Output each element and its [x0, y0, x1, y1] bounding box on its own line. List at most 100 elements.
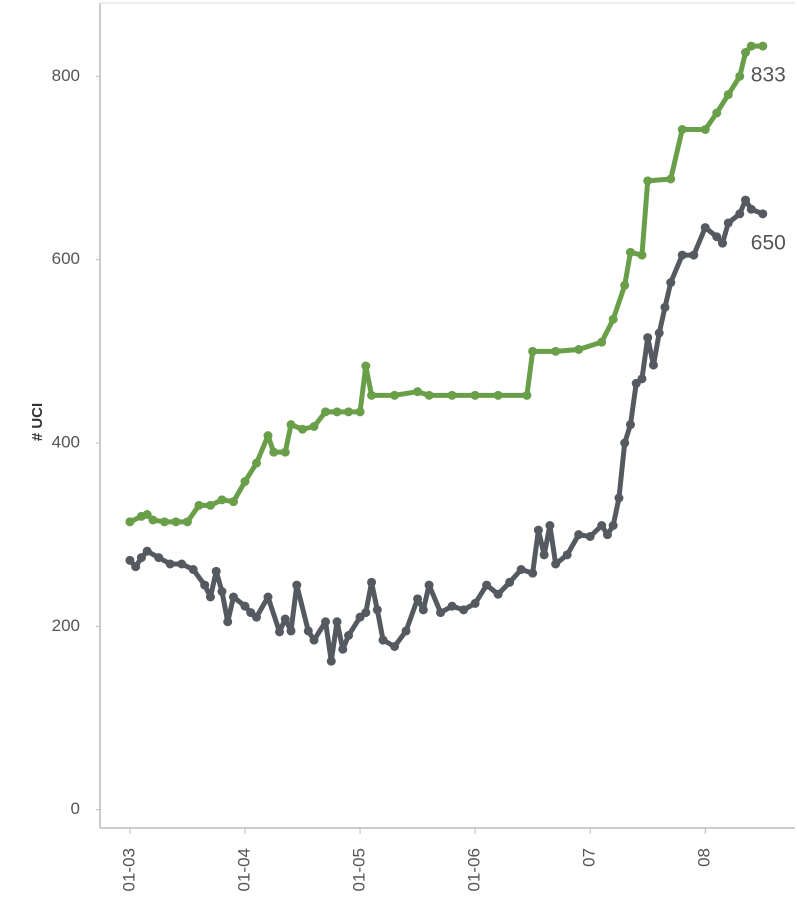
data-point: [608, 314, 618, 324]
data-point: [447, 390, 457, 400]
data-point: [228, 497, 238, 507]
data-point: [505, 577, 515, 587]
data-point: [154, 553, 164, 563]
data-point: [666, 174, 676, 184]
data-point: [539, 550, 549, 560]
x-tick-label: 07: [580, 848, 599, 867]
data-point: [746, 41, 756, 51]
data-point: [700, 125, 710, 134]
data-point: [758, 209, 768, 219]
data-point: [585, 532, 595, 541]
data-point: [240, 601, 250, 611]
y-tick-label: 0: [71, 799, 80, 818]
data-point: [447, 601, 457, 611]
data-point: [355, 407, 365, 417]
data-point: [159, 517, 169, 527]
data-point: [700, 223, 710, 233]
data-point: [367, 577, 377, 587]
data-point: [131, 562, 141, 572]
end-label: 650: [751, 231, 786, 254]
data-point: [378, 635, 388, 645]
data-point: [493, 589, 503, 599]
data-point: [263, 592, 273, 602]
data-point: [516, 565, 526, 574]
data-point: [424, 390, 434, 400]
data-point: [251, 458, 261, 468]
y-axis-label: # UCI: [29, 403, 46, 441]
data-point: [275, 627, 285, 637]
data-point: [482, 580, 492, 590]
x-tick-label: 01-04: [234, 848, 253, 891]
data-point: [332, 407, 342, 417]
data-point: [344, 407, 354, 417]
data-point: [188, 565, 198, 574]
data-point: [361, 608, 371, 618]
data-point: [551, 346, 561, 356]
data-point: [723, 90, 733, 100]
x-tick-label: 01-05: [350, 848, 369, 891]
data-point: [436, 608, 446, 618]
data-point: [574, 345, 584, 354]
data-point: [361, 361, 371, 371]
data-point: [643, 333, 653, 343]
data-point: [269, 447, 279, 457]
data-point: [205, 592, 215, 602]
data-point: [735, 71, 745, 81]
data-point: [177, 559, 187, 569]
data-point: [165, 559, 175, 569]
data-point: [522, 390, 532, 400]
data-point: [677, 125, 687, 134]
data-point: [303, 626, 313, 636]
data-point: [562, 550, 572, 560]
data-point: [298, 424, 308, 434]
data-point: [625, 247, 635, 257]
data-point: [712, 108, 722, 118]
data-point: [741, 48, 751, 57]
data-point: [332, 617, 342, 627]
data-point: [424, 580, 434, 590]
data-point: [367, 390, 377, 400]
data-point: [620, 280, 630, 290]
data-point: [205, 500, 215, 510]
data-point: [660, 302, 670, 312]
data-point: [533, 525, 543, 535]
data-point: [372, 605, 382, 615]
data-point: [125, 555, 135, 565]
data-point: [597, 521, 607, 530]
data-point: [309, 422, 319, 431]
data-point: [240, 477, 250, 486]
data-point: [637, 250, 647, 260]
data-point: [251, 612, 261, 622]
data-point: [620, 438, 630, 448]
data-point: [280, 447, 290, 457]
data-point: [625, 420, 635, 430]
data-point: [643, 176, 653, 186]
data-point: [637, 374, 647, 384]
x-tick-label: 01-03: [119, 848, 138, 891]
data-point: [608, 521, 618, 530]
data-point: [746, 204, 756, 214]
data-point: [551, 559, 561, 569]
data-point: [136, 553, 146, 563]
data-point: [390, 390, 400, 400]
data-point: [344, 631, 354, 640]
data-point: [194, 500, 204, 510]
y-tick-label: 600: [52, 249, 80, 268]
data-point: [758, 41, 768, 51]
data-point: [689, 250, 699, 260]
data-point: [321, 407, 331, 417]
data-point: [741, 195, 751, 205]
data-point: [666, 278, 676, 288]
data-point: [171, 517, 181, 527]
data-point: [326, 656, 336, 666]
data-point: [211, 566, 221, 576]
x-tick-label: 08: [695, 848, 714, 867]
data-point: [217, 587, 227, 596]
data-point: [125, 517, 135, 527]
data-point: [309, 635, 319, 645]
data-point: [597, 337, 607, 347]
data-point: [459, 605, 469, 615]
y-tick-label: 200: [52, 616, 80, 635]
data-point: [223, 617, 233, 627]
